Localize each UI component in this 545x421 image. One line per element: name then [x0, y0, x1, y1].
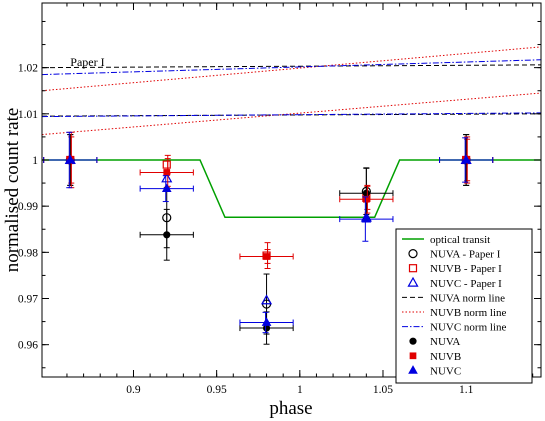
- data-point: [461, 154, 471, 164]
- plot-area: [42, 46, 541, 345]
- series-line: [42, 92, 541, 136]
- legend-entry: NUVC norm line: [402, 322, 507, 334]
- legend-label: NUVC: [430, 365, 461, 377]
- x-axis-title: phase: [269, 398, 312, 419]
- y-tick-label: 0.96: [18, 340, 38, 352]
- legend-marker-swatch: [408, 365, 418, 374]
- data-point: [65, 154, 76, 164]
- data-point: [163, 231, 171, 239]
- legend-entry: NUVA norm line: [402, 292, 505, 304]
- legend-marker-swatch: [409, 337, 417, 345]
- x-tick-label: 1.05: [373, 384, 393, 396]
- legend-label: optical transit: [430, 234, 490, 246]
- y-tick-label: 1.01: [18, 109, 38, 121]
- y-tick-label: 1: [32, 155, 38, 167]
- legend-entry: NUVB - Paper I: [408, 263, 502, 275]
- y-tick-label: 0.97: [18, 294, 38, 306]
- series-line: [42, 46, 541, 92]
- y-tick-label: 0.99: [18, 201, 38, 213]
- data-point: [161, 172, 173, 183]
- data-point: [261, 317, 272, 326]
- legend-label: NUVB norm line: [430, 307, 507, 319]
- series-nuvb-norm-line: [42, 92, 541, 136]
- data-point: [362, 189, 370, 197]
- legend-marker-swatch: [408, 249, 418, 259]
- data-point: [263, 253, 270, 260]
- legend-entry: NUVB norm line: [402, 307, 507, 319]
- legend-entry: NUVA: [409, 336, 460, 348]
- legend-entry: NUVC - Paper I: [407, 276, 502, 290]
- x-tick-label: 0.9: [126, 384, 141, 396]
- series-line: [42, 64, 541, 69]
- legend-label: NUVA: [430, 336, 460, 348]
- legend-label: NUVC - Paper I: [430, 278, 502, 290]
- series-nuvb-norm-line: [42, 46, 541, 92]
- data-point: [361, 213, 372, 223]
- y-tick-label: 1.02: [18, 63, 38, 75]
- data-point: [162, 160, 171, 169]
- series-line: [42, 159, 541, 218]
- legend-label: NUVB: [430, 351, 461, 363]
- plot-frame: [41, 2, 542, 378]
- series-nuva-norm-line: [42, 64, 541, 69]
- legend: optical transit NUVA - Paper I NUVB - Pape…: [395, 228, 533, 384]
- legend-marker-swatch: [407, 276, 419, 287]
- data-point: [262, 324, 271, 332]
- series-nuvc: [43, 131, 494, 334]
- series-optical-transit: [42, 159, 541, 218]
- legend-label: NUVB - Paper I: [430, 263, 502, 275]
- series-nuvc-norm-line: [42, 112, 541, 118]
- annotations: Paper I: [70, 55, 104, 69]
- legend-entry: NUVC: [408, 365, 461, 377]
- annotation-paper-i: Paper I: [70, 55, 104, 69]
- series-line: [42, 59, 541, 76]
- legend-label: NUVA norm line: [430, 292, 505, 304]
- legend-entry: NUVB: [409, 351, 461, 363]
- x-tick-label: 0.95: [207, 384, 227, 396]
- data-point: [161, 183, 172, 193]
- y-tick-label: 0.98: [18, 247, 38, 259]
- y-axis-title: normalised count rate: [2, 108, 23, 273]
- series-line: [42, 112, 541, 118]
- legend-box: [395, 228, 533, 384]
- axis-ticks: 0.9 0.95 1 1.05 1.1 0.96 0.97 0.98 0.99 1 1.01 1.02: [18, 3, 541, 396]
- x-tick-label: 1.1: [459, 384, 474, 396]
- series-nuvc-norm-line: [42, 59, 541, 76]
- x-tick-label: 1: [297, 384, 303, 396]
- legend-marker-swatch: [408, 264, 418, 273]
- legend-label: NUVC norm line: [430, 322, 507, 334]
- legend-label: NUVA - Paper I: [430, 249, 501, 261]
- legend-entry: NUVA - Paper I: [408, 249, 501, 261]
- legend-entry: optical transit: [402, 234, 490, 246]
- legend-marker-swatch: [409, 352, 417, 360]
- data-point: [260, 294, 273, 305]
- data-point: [163, 169, 171, 176]
